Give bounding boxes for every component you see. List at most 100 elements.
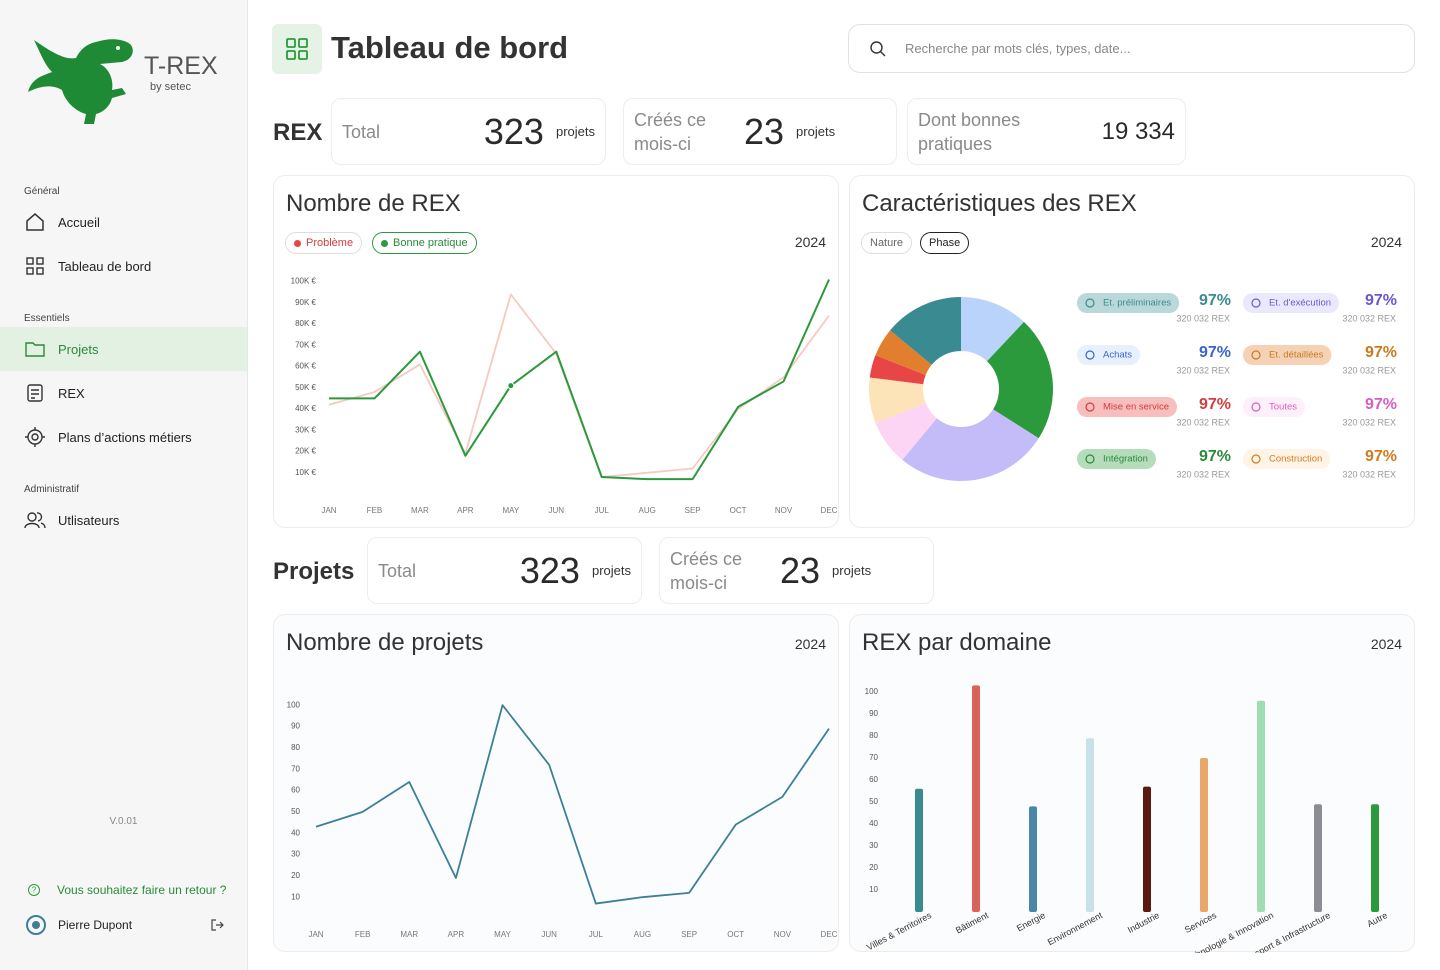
- x-tick-label: Transport & Infrastructure: [1237, 910, 1332, 953]
- bar: [972, 685, 980, 912]
- kpi-card: Créés ce mois-ci 23 projets: [659, 537, 934, 604]
- kpi-card: Total 323 projets: [331, 98, 606, 165]
- donut-segment: [890, 297, 961, 365]
- svg-text:?: ?: [32, 886, 37, 895]
- chart-title: Nombre de projets: [286, 629, 484, 656]
- x-tick-label: FEB: [355, 930, 371, 939]
- legend-count: 320 032 REX: [1176, 313, 1230, 323]
- logout-button[interactable]: [210, 918, 224, 932]
- x-tick-label: JUL: [589, 930, 604, 939]
- chart-year: 2024: [1370, 636, 1402, 652]
- legend-label: Intégration: [1103, 454, 1148, 465]
- nav-item[interactable]: Tableau de bord: [0, 244, 247, 288]
- kpi-value: 19 334: [1101, 117, 1175, 145]
- y-tick-label: 10: [291, 892, 300, 901]
- bar: [1314, 804, 1322, 912]
- x-tick-label: SEP: [685, 506, 701, 515]
- line-series: [315, 704, 830, 905]
- legend-icon: [1251, 454, 1261, 464]
- x-tick-label: Environnement: [1046, 910, 1105, 947]
- legend-pill: [1243, 397, 1305, 417]
- nav-item[interactable]: REX: [0, 371, 247, 415]
- version: V.0.01: [109, 816, 138, 827]
- donut-segment: [961, 297, 1024, 362]
- y-tick-label: 30: [291, 850, 300, 859]
- sidebar: T-REX by setec Général Accueil Tableau d…: [0, 0, 248, 970]
- legend-percent: 97%: [1365, 292, 1397, 309]
- x-tick-label: AUG: [639, 506, 656, 515]
- section-title: Essentiels: [24, 313, 70, 324]
- legend-percent: 97%: [1199, 344, 1231, 361]
- x-tick-label: APR: [448, 930, 465, 939]
- search-box[interactable]: Recherche par mots clés, types, date...: [848, 24, 1415, 73]
- filter-tab[interactable]: Phase: [920, 232, 970, 254]
- icon: [26, 257, 44, 275]
- y-tick-label: 20: [869, 863, 878, 872]
- domain-chart-card: 10 20 30 40 50 60 70 80 90 100 Villes & Territoire…: [849, 614, 1415, 953]
- icon: [27, 384, 43, 402]
- chart-title: Nombre de REX: [286, 190, 461, 217]
- filter-tab[interactable]: Nature: [861, 232, 913, 254]
- x-tick-label: Bâtiment: [954, 910, 990, 936]
- x-tick-label: MAR: [411, 506, 429, 515]
- y-tick-label: 70: [291, 764, 300, 773]
- x-tick-label: JAN: [308, 930, 323, 939]
- nav-label: Plans d’actions métiers: [58, 429, 192, 445]
- legend-pill: [1077, 293, 1180, 313]
- nav-item[interactable]: Plans d’actions métiers: [0, 415, 247, 459]
- bar: [915, 788, 923, 912]
- chart-title: Caractéristiques des REX: [862, 190, 1137, 217]
- legend-dot: [294, 239, 301, 247]
- legend-pill: [1243, 449, 1331, 469]
- page-title: Tableau de bord: [331, 30, 569, 65]
- y-tick-label: 10K €: [295, 468, 316, 477]
- x-tick-label: NOV: [774, 930, 792, 939]
- nav-item[interactable]: Projets: [0, 327, 247, 371]
- y-tick-label: 100: [287, 700, 301, 709]
- feedback-link[interactable]: Vous souhaitez faire un retour ?: [57, 883, 227, 897]
- legend-item[interactable]: Bonne pratique: [372, 232, 477, 254]
- legend-pill: [1077, 397, 1177, 417]
- y-tick-label: 30K €: [295, 425, 316, 434]
- chart-title: REX par domaine: [862, 629, 1052, 656]
- legend-label: Construction: [1269, 454, 1322, 465]
- legend-item[interactable]: Problème: [285, 232, 363, 254]
- legend-item: Toutes: [1243, 397, 1305, 417]
- y-tick-label: 100K €: [291, 277, 317, 286]
- legend-item: Mise en service: [1077, 397, 1177, 417]
- legend-icon: [1251, 350, 1261, 360]
- legend-icon: [1085, 298, 1095, 308]
- legend-label: Problème: [306, 237, 354, 249]
- nav-label: Tableau de bord: [58, 258, 152, 274]
- legend-icon: [1085, 350, 1095, 360]
- kpi-card: Dont bonnes pratiques 19 334: [907, 98, 1186, 165]
- y-tick-label: 50K €: [295, 383, 316, 392]
- x-tick-label: FEB: [367, 506, 383, 515]
- kpi-label: Créés ce mois-ci: [634, 109, 707, 154]
- nav-item[interactable]: Utlisateurs: [0, 498, 247, 542]
- y-tick-label: 60: [869, 775, 878, 784]
- x-tick-label: AUG: [634, 930, 651, 939]
- legend-icon: [1085, 454, 1095, 464]
- nav-label: Accueil: [58, 214, 100, 230]
- legend-label: Et. détaillées: [1269, 350, 1324, 361]
- x-tick-label: NOV: [775, 506, 793, 515]
- kpi-unit: projets: [555, 124, 595, 139]
- legend-icon: [1085, 402, 1095, 412]
- legend-pill: [1243, 345, 1332, 365]
- nav-item[interactable]: Accueil: [0, 200, 247, 244]
- x-tick-label: JUL: [595, 506, 610, 515]
- y-tick-label: 40: [291, 828, 300, 837]
- y-tick-label: 70K €: [295, 340, 316, 349]
- icon: [25, 342, 45, 357]
- x-tick-label: Industrie: [1126, 910, 1161, 935]
- legend-pill: [1077, 449, 1156, 469]
- legend-label: Et. d'exécution: [1269, 298, 1331, 309]
- search-placeholder: Recherche par mots clés, types, date...: [905, 41, 1131, 56]
- chart-year: 2024: [794, 234, 826, 250]
- icon: [286, 38, 308, 60]
- hover-point: [507, 382, 515, 390]
- x-tick-label: MAR: [400, 930, 418, 939]
- kpi-label: Dont bonnes pratiques: [918, 109, 1021, 154]
- legend-label: Toutes: [1269, 402, 1297, 413]
